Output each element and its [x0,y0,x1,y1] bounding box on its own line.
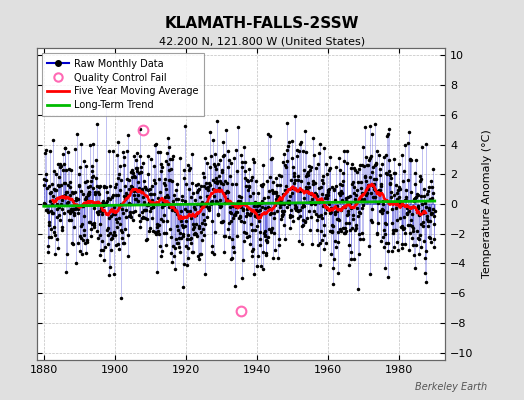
Text: KLAMATH-FALLS-2SSW: KLAMATH-FALLS-2SSW [165,16,359,31]
Y-axis label: Temperature Anomaly (°C): Temperature Anomaly (°C) [482,130,492,278]
Text: Berkeley Earth: Berkeley Earth [415,382,487,392]
Legend: Raw Monthly Data, Quality Control Fail, Five Year Moving Average, Long-Term Tren: Raw Monthly Data, Quality Control Fail, … [41,53,204,116]
Text: 42.200 N, 121.800 W (United States): 42.200 N, 121.800 W (United States) [159,36,365,46]
